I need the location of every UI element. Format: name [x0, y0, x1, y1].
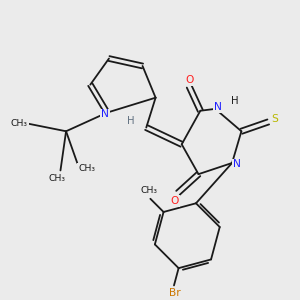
Text: N: N [101, 110, 109, 119]
Text: O: O [185, 75, 194, 85]
Text: H: H [231, 96, 238, 106]
Text: CH₃: CH₃ [11, 118, 28, 127]
Text: CH₃: CH₃ [140, 186, 157, 195]
Text: H: H [127, 116, 134, 126]
Text: CH₃: CH₃ [78, 164, 95, 173]
Text: Br: Br [169, 288, 181, 298]
Text: CH₃: CH₃ [49, 174, 66, 183]
Text: S: S [272, 114, 278, 124]
Text: N: N [232, 160, 241, 170]
Text: O: O [171, 196, 179, 206]
Text: N: N [214, 102, 222, 112]
